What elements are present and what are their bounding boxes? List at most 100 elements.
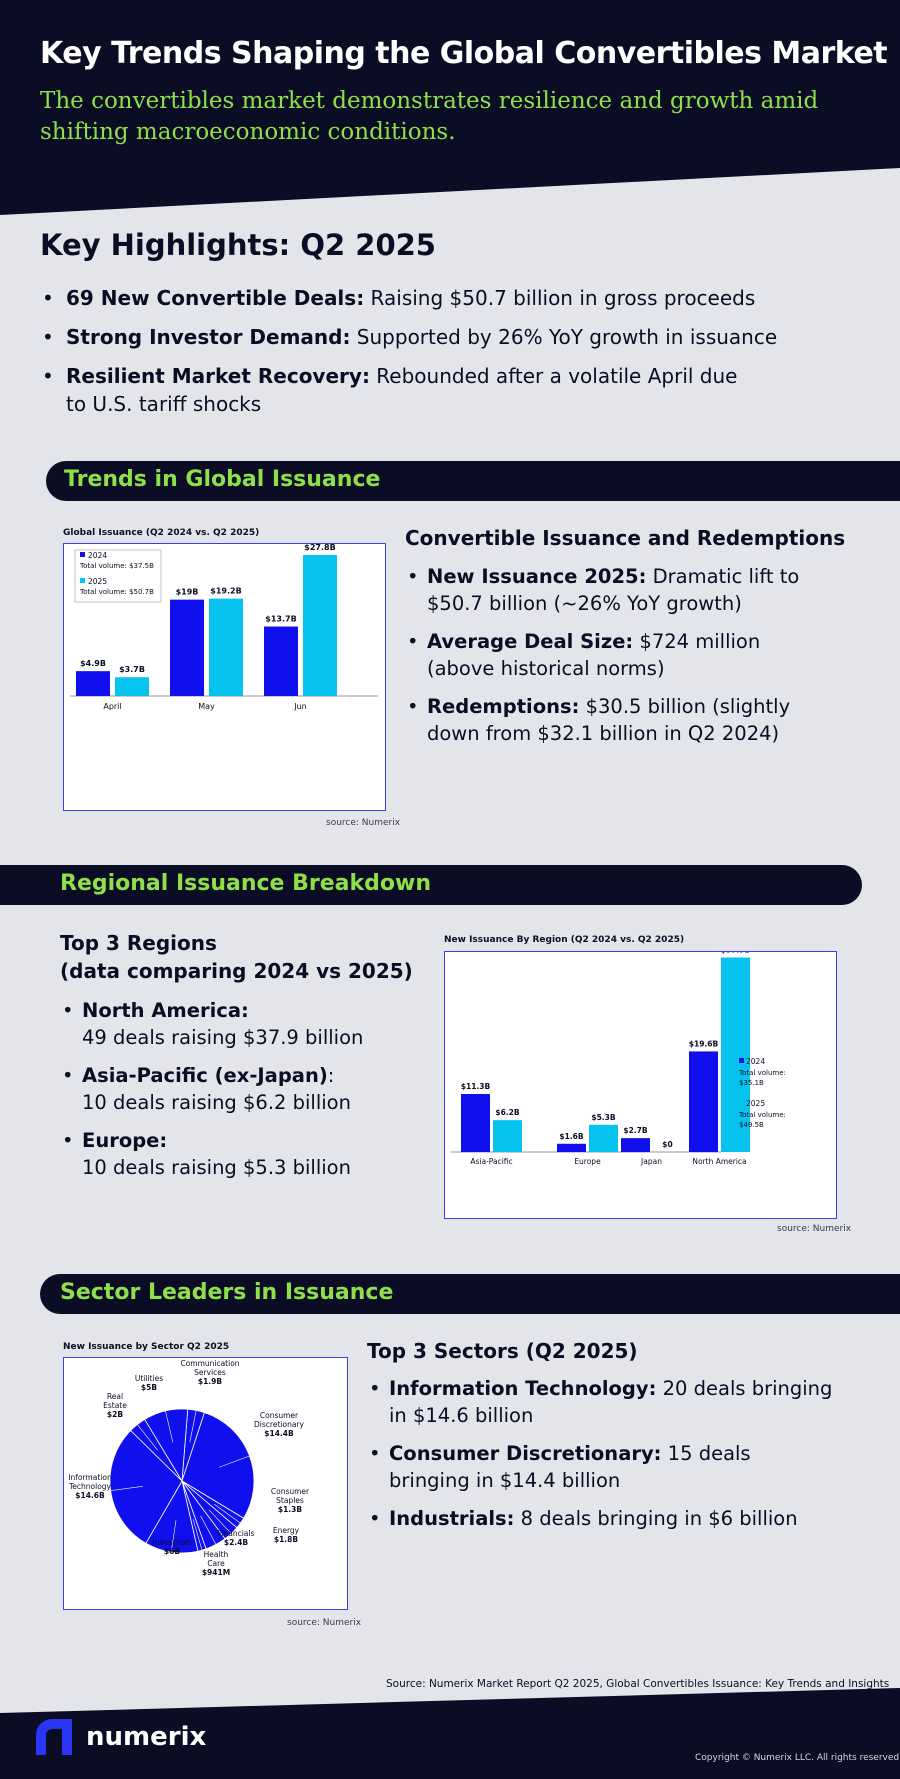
chart2-bar-2025-Asia-Pacific bbox=[493, 1120, 522, 1152]
pie-slice-label: Utilities bbox=[135, 1374, 163, 1383]
regional-item: Europe: 10 deals raising $5.3 billion bbox=[60, 1127, 420, 1181]
highlights-heading: Key Highlights: Q2 2025 bbox=[40, 228, 436, 262]
sectors-bold: Information Technology: bbox=[389, 1377, 657, 1400]
pie-slice-value: $2B bbox=[107, 1410, 123, 1419]
trends-bold: New Issuance 2025: bbox=[427, 565, 647, 588]
chart1-data-label: $13.7B bbox=[265, 615, 296, 624]
chart2-legend-note: $35.1B bbox=[739, 1079, 764, 1087]
pie-leader-line bbox=[213, 1503, 246, 1527]
header-background bbox=[0, 0, 900, 215]
page-subtitle: The convertibles market demonstrates res… bbox=[40, 88, 819, 145]
chart1-data-label: $27.8B bbox=[304, 544, 335, 552]
numerix-logo-icon bbox=[36, 1719, 72, 1755]
sectors-item: Industrials: 8 deals bringing in $6 bill… bbox=[367, 1505, 837, 1532]
chart2-bar-2024-Asia-Pacific bbox=[461, 1094, 490, 1152]
pie-leader-line bbox=[219, 1453, 256, 1468]
regional-item: North America: 49 deals raising $37.9 bil… bbox=[60, 997, 420, 1051]
pie-slice-label: Communication bbox=[180, 1359, 239, 1368]
pie-slice-label: Health bbox=[204, 1550, 229, 1559]
sectors-item: Information Technology: 20 deals bringin… bbox=[367, 1375, 837, 1429]
chart2-data-label: $19.6B bbox=[689, 1039, 719, 1048]
trends-list: New Issuance 2025: Dramatic lift to $50.… bbox=[405, 563, 805, 758]
pie-slice-value: $941M bbox=[202, 1568, 230, 1577]
chart2-data-label: $0 bbox=[662, 1140, 672, 1149]
chart2-bar-2024-Japan bbox=[621, 1138, 650, 1152]
regional-bold: North America: bbox=[82, 999, 249, 1022]
regional-heading-line2: (data comparing 2024 vs 2025) bbox=[60, 959, 413, 983]
trends-item: New Issuance 2025: Dramatic lift to $50.… bbox=[405, 563, 805, 617]
chart1-bar-2024-April bbox=[76, 671, 110, 696]
pie-slice-label: Technology bbox=[68, 1482, 112, 1491]
chart3-source: source: Numerix bbox=[287, 1618, 362, 1628]
chart2-legend-label: 2025 bbox=[746, 1099, 765, 1108]
chart2-title: New Issuance By Region (Q2 2024 vs. Q2 2… bbox=[444, 935, 685, 945]
pie-slice-label: Real bbox=[107, 1392, 123, 1401]
chart2-legend-note: $49.5B bbox=[739, 1121, 764, 1129]
pie-leader-line bbox=[163, 1405, 174, 1443]
pie-leader-line bbox=[189, 1404, 198, 1443]
pie-leader-line bbox=[208, 1509, 236, 1539]
chart2-data-label: $5.3B bbox=[591, 1113, 616, 1122]
regional-item: Asia-Pacific (ex-Japan): 10 deals raising… bbox=[60, 1062, 420, 1116]
pie-slice-label: Information bbox=[68, 1473, 112, 1482]
pie-leader-line bbox=[104, 1485, 143, 1492]
sectors-bold: Consumer Discretionary: bbox=[389, 1442, 662, 1465]
highlight-text: Rebounded after a volatile April due to … bbox=[66, 364, 738, 416]
chart2-bar-2024-Europe bbox=[557, 1143, 586, 1152]
regional-bold: Europe: bbox=[82, 1129, 168, 1152]
chart1-legend-label: 2024 bbox=[88, 551, 107, 560]
pie-slice-value: $6B bbox=[164, 1547, 180, 1556]
highlight-bold: 69 New Convertible Deals: bbox=[66, 286, 365, 310]
regional-text: 10 deals raising $6.2 billion bbox=[82, 1091, 351, 1114]
pie-slice-value: $14.4B bbox=[264, 1429, 294, 1438]
chart2-data-label: $2.7B bbox=[623, 1126, 648, 1135]
pie-slice-label: Services bbox=[194, 1368, 226, 1377]
sectors-bold: Industrials: bbox=[389, 1507, 515, 1530]
pie-slice-value: $1.9B bbox=[198, 1377, 223, 1386]
chart1-tick-label: Jun bbox=[293, 702, 307, 711]
trends-text: Dramatic lift to $50.7 billion (~26% YoY… bbox=[427, 565, 800, 615]
chart2-tick-label: North America bbox=[692, 1157, 746, 1166]
header-banner bbox=[0, 0, 900, 215]
sectors-item: Consumer Discretionary: 15 deals bringin… bbox=[367, 1440, 837, 1494]
trends-text: $30.5 billion (slightly down from $32.1 … bbox=[427, 695, 791, 745]
chart2-legend-swatch bbox=[739, 1100, 744, 1105]
chart2-bar-2025-Europe bbox=[589, 1124, 618, 1152]
pie-slice-label: Estate bbox=[103, 1401, 127, 1410]
trends-band-label: Trends in Global Issuance bbox=[64, 467, 381, 492]
trends-bold: Average Deal Size: bbox=[427, 630, 634, 653]
chart1-legend-note: Total volume: $50.7B bbox=[79, 588, 154, 596]
sectors-heading: Top 3 Sectors (Q2 2025) bbox=[367, 1339, 638, 1363]
chart1-data-label: $19B bbox=[176, 588, 199, 597]
chart2-bar-2024-North America bbox=[689, 1051, 718, 1152]
highlight-item: 69 New Convertible Deals: Raising $50.7 … bbox=[40, 284, 860, 312]
highlight-item: Resilient Market Recovery: Rebounded aft… bbox=[40, 362, 760, 418]
chart2-data-label: $6.2B bbox=[495, 1108, 520, 1117]
footer-copyright: Copyright © Numerix LLC. All rights rese… bbox=[695, 1753, 900, 1763]
sectors-text: 20 deals bringing in $14.6 billion bbox=[389, 1377, 833, 1427]
chart2-tick-label: Europe bbox=[574, 1157, 601, 1166]
chart1-legend-box bbox=[74, 549, 162, 603]
pie-slice-label: Consumer bbox=[260, 1411, 299, 1420]
pie-slice-value: $5B bbox=[141, 1383, 157, 1392]
chart1-tick-label: April bbox=[103, 702, 121, 711]
chart1-data-label: $3.7B bbox=[119, 665, 145, 674]
highlight-bold: Resilient Market Recovery: bbox=[66, 364, 370, 388]
footer-source: Source: Numerix Market Report Q2 2025, G… bbox=[386, 1678, 890, 1690]
chart1-title: Global Issuance (Q2 2024 vs. Q2 2025) bbox=[63, 528, 260, 538]
pie-leader-line bbox=[200, 1515, 220, 1550]
trends-item: Redemptions: $30.5 billion (slightly dow… bbox=[405, 693, 805, 747]
chart1-frame: $4.9B $3.7B April $19B $19.2B May $13.7B $27.8B… bbox=[63, 543, 386, 811]
chart3-frame: Communication Services $1.9B Consumer Discre… bbox=[63, 1357, 348, 1610]
pie-slice-value: $1.3B bbox=[278, 1505, 303, 1514]
footer-logo-text: numerix bbox=[86, 1722, 207, 1752]
chart1-bar-2024-Jun bbox=[264, 626, 298, 696]
chart2-tick-label: Asia-Pacific bbox=[470, 1157, 512, 1166]
sectors-text: 8 deals bringing in $6 billion bbox=[514, 1507, 798, 1530]
regional-list: North America: 49 deals raising $37.9 bil… bbox=[60, 997, 420, 1192]
chart2-source: source: Numerix bbox=[777, 1224, 852, 1234]
regional-text: 49 deals raising $37.9 billion bbox=[82, 1026, 364, 1049]
pie-slice-label: Staples bbox=[276, 1496, 304, 1505]
chart2-legend-note: Total volume: bbox=[738, 1069, 786, 1077]
footer-banner: numerix Copyright © Numerix LLC. All rig… bbox=[0, 1660, 900, 1779]
